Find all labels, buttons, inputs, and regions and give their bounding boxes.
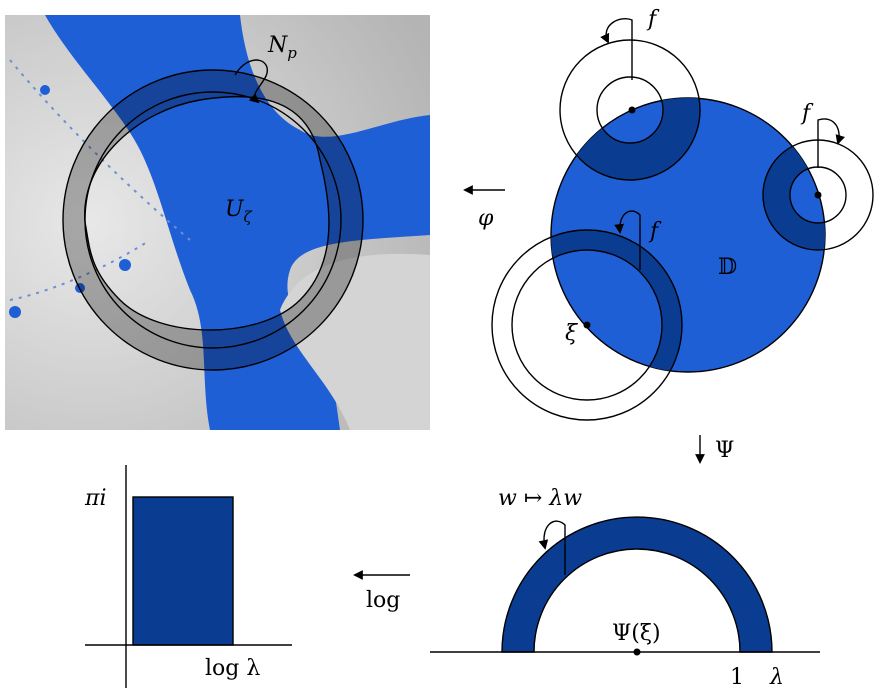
shape: [606, 19, 632, 80]
shape: [815, 192, 822, 199]
strip-rectangle: [133, 497, 233, 645]
lambda-label: λ: [769, 665, 784, 688]
label-part: U: [225, 197, 245, 222]
point-label: ξ: [565, 321, 579, 346]
log-label: log: [366, 588, 400, 613]
one-label: 1: [730, 665, 744, 688]
shape: [584, 322, 591, 329]
scaling-label: w ↦ λw: [498, 486, 582, 511]
height-label: πi: [84, 486, 107, 511]
psi-label: Ψ: [715, 438, 734, 463]
shape: [119, 259, 131, 271]
label-part: p: [287, 44, 297, 62]
label-part: N: [267, 33, 288, 58]
disk-label: 𝔻: [718, 255, 737, 280]
shape: [9, 306, 21, 318]
label-part: ζ: [244, 208, 253, 226]
center-label: Ψ(ξ): [612, 621, 661, 646]
fractal-panel: [5, 15, 430, 430]
phi-label: φ: [478, 206, 494, 231]
width-label: log λ: [205, 656, 260, 681]
shape: [40, 85, 50, 95]
shape: [629, 107, 636, 114]
map-label: f: [800, 101, 814, 126]
shape: [634, 649, 641, 656]
map-label: f: [646, 7, 660, 32]
diagram: Np Uζ φ f f f 𝔻 ξ Ψ w ↦ λw Ψ(ξ) 1 λ log …: [0, 0, 877, 688]
